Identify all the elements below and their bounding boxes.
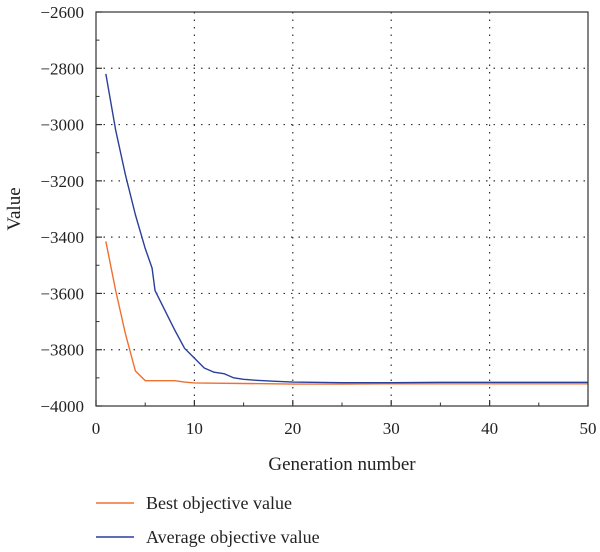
y-axis-label: Value (4, 187, 25, 230)
x-axis-label: Generation number (268, 454, 416, 475)
x-tick-label: 40 (481, 419, 498, 438)
y-tick-label: −3000 (40, 116, 84, 135)
axis-ticks (95, 11, 589, 407)
y-tick-label: −3400 (40, 228, 84, 247)
y-tick-label: −3800 (40, 341, 84, 360)
y-tick-labels: −2600 −2800 −3000 −3200 −3400 −3600 −3800 −4000 (40, 3, 84, 416)
series-lines (105, 73, 588, 385)
y-tick-label: −2600 (40, 3, 84, 22)
x-tick-label: 10 (186, 419, 203, 438)
legend-label-best: Best objective value (146, 493, 292, 513)
x-tick-label: 50 (580, 419, 597, 438)
y-tick-label: −3200 (40, 172, 84, 191)
legend: Best objective value Average objective v… (96, 493, 320, 547)
x-tick-label: 30 (383, 419, 400, 438)
average-objective-line (105, 73, 588, 384)
x-tick-labels: 0 10 20 30 40 50 (92, 419, 597, 438)
y-tick-label: −2800 (40, 59, 84, 78)
legend-label-average: Average objective value (146, 527, 320, 547)
plot-frame (95, 11, 589, 407)
grid-lines (96, 12, 588, 406)
y-tick-label: −4000 (40, 397, 84, 416)
y-tick-label: −3600 (40, 284, 84, 303)
best-objective-line (105, 241, 588, 385)
x-tick-label: 0 (92, 419, 101, 438)
x-tick-label: 20 (284, 419, 301, 438)
